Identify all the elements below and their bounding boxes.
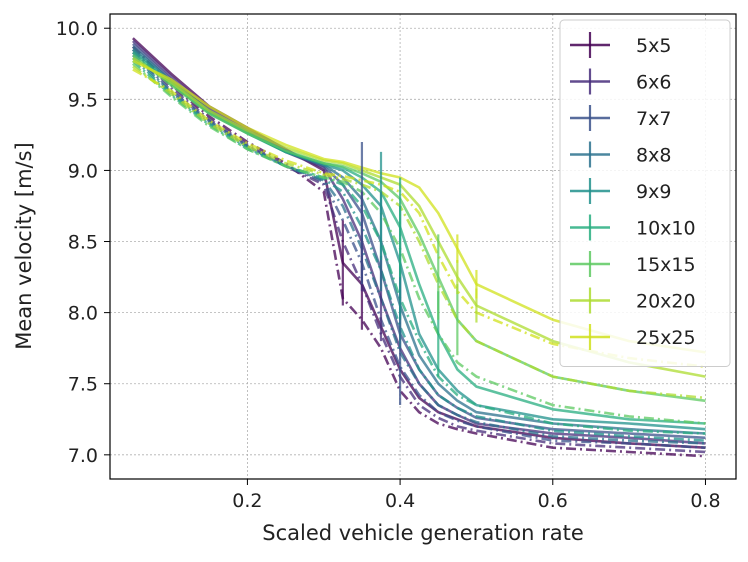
x-axis-label: Scaled vehicle generation rate: [262, 521, 584, 545]
y-tick-label: 10.0: [56, 18, 98, 40]
series-dashdot-line-25x25: [132, 68, 706, 368]
y-axis-label: Mean velocity [m/s]: [12, 142, 36, 350]
legend-box: [559, 19, 731, 367]
y-tick-label: 9.0: [68, 160, 98, 182]
legend-label-6x6: 6x6: [636, 72, 671, 94]
series-dashdot-line-5x5: [131, 45, 706, 458]
legend-label-25x25: 25x25: [636, 327, 696, 349]
legend-label-9x9: 9x9: [636, 181, 671, 203]
y-tick-label: 9.5: [68, 89, 98, 111]
legend-label-7x7: 7x7: [636, 108, 671, 130]
y-tick-label: 7.5: [68, 374, 98, 396]
legend-label-5x5: 5x5: [636, 35, 671, 57]
legend-label-15x15: 15x15: [636, 254, 696, 276]
x-tick-label: 0.2: [232, 490, 262, 512]
y-axis-ticks: 7.0 7.5 8.0 8.5 9.0 9.5 10.0: [56, 18, 110, 467]
legend-label-8x8: 8x8: [636, 145, 671, 167]
y-tick-label: 7.0: [68, 445, 98, 467]
x-axis-ticks: 0.2 0.4 0.6 0.8: [232, 479, 721, 512]
legend-label-10x10: 10x10: [636, 218, 696, 240]
x-tick-label: 0.8: [690, 490, 720, 512]
legend-label-20x20: 20x20: [636, 291, 696, 313]
series-dashdot-line-9x9: [132, 57, 706, 442]
plot-frame: [109, 13, 737, 480]
y-tick-label: 8.5: [68, 232, 98, 254]
x-tick-label: 0.6: [538, 490, 568, 512]
x-tick-label: 0.4: [385, 490, 415, 512]
legend: 5x5 6x6 7x7 8x8 9x9 10x10 15x15 20x20 25x25: [559, 19, 731, 367]
y-tick-label: 8.0: [68, 303, 98, 325]
error-bars: [341, 141, 478, 406]
